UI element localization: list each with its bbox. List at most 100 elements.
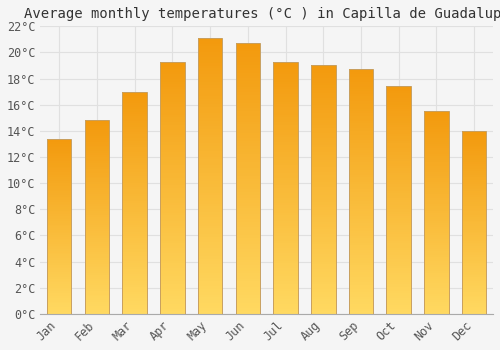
Bar: [386, 216, 411, 218]
Bar: [236, 238, 260, 241]
Title: Average monthly temperatures (°C ) in Capilla de Guadalupe: Average monthly temperatures (°C ) in Ca…: [24, 7, 500, 21]
Bar: [311, 199, 336, 202]
Bar: [348, 202, 374, 204]
Bar: [274, 110, 298, 112]
Bar: [348, 277, 374, 280]
Bar: [47, 284, 72, 286]
Bar: [462, 133, 486, 134]
Bar: [47, 219, 72, 221]
Bar: [311, 269, 336, 272]
Bar: [160, 74, 184, 77]
Bar: [198, 273, 222, 275]
Bar: [462, 290, 486, 292]
Bar: [274, 94, 298, 97]
Bar: [311, 150, 336, 153]
Bar: [424, 292, 448, 294]
Bar: [160, 69, 184, 72]
Bar: [84, 252, 109, 254]
Bar: [462, 239, 486, 241]
Bar: [160, 158, 184, 160]
Bar: [122, 161, 147, 163]
Bar: [236, 230, 260, 233]
Bar: [274, 205, 298, 208]
Bar: [122, 292, 147, 294]
Bar: [84, 142, 109, 143]
Bar: [274, 286, 298, 289]
Bar: [160, 190, 184, 193]
Bar: [236, 76, 260, 78]
Bar: [311, 65, 336, 314]
Bar: [348, 187, 374, 189]
Bar: [236, 246, 260, 249]
Bar: [424, 235, 448, 237]
Bar: [462, 285, 486, 286]
Bar: [198, 49, 222, 52]
Bar: [198, 124, 222, 126]
Bar: [462, 272, 486, 274]
Bar: [160, 62, 184, 64]
Bar: [160, 200, 184, 203]
Bar: [386, 173, 411, 175]
Bar: [160, 261, 184, 264]
Bar: [462, 153, 486, 155]
Bar: [236, 111, 260, 114]
Bar: [462, 266, 486, 268]
Bar: [236, 227, 260, 230]
Bar: [122, 234, 147, 236]
Bar: [122, 187, 147, 189]
Bar: [236, 292, 260, 295]
Bar: [198, 46, 222, 49]
Bar: [198, 300, 222, 303]
Bar: [84, 140, 109, 142]
Bar: [236, 116, 260, 119]
Bar: [462, 167, 486, 169]
Bar: [236, 54, 260, 57]
Bar: [311, 158, 336, 160]
Bar: [236, 184, 260, 187]
Bar: [84, 167, 109, 169]
Bar: [311, 294, 336, 296]
Bar: [424, 251, 448, 253]
Bar: [311, 103, 336, 105]
Bar: [311, 125, 336, 128]
Bar: [462, 307, 486, 308]
Bar: [236, 208, 260, 211]
Bar: [274, 289, 298, 291]
Bar: [386, 123, 411, 125]
Bar: [198, 248, 222, 251]
Bar: [122, 141, 147, 143]
Bar: [386, 116, 411, 118]
Bar: [311, 259, 336, 262]
Bar: [198, 99, 222, 101]
Bar: [47, 142, 72, 144]
Bar: [274, 117, 298, 120]
Bar: [160, 218, 184, 220]
Bar: [47, 274, 72, 275]
Bar: [274, 147, 298, 150]
Bar: [462, 261, 486, 262]
Bar: [198, 93, 222, 96]
Bar: [122, 127, 147, 130]
Bar: [47, 226, 72, 228]
Bar: [462, 248, 486, 250]
Bar: [198, 198, 222, 201]
Bar: [84, 128, 109, 130]
Bar: [84, 153, 109, 155]
Bar: [462, 136, 486, 138]
Bar: [348, 113, 374, 116]
Bar: [122, 270, 147, 272]
Bar: [160, 253, 184, 256]
Bar: [462, 197, 486, 198]
Bar: [122, 245, 147, 247]
Bar: [84, 233, 109, 234]
Bar: [160, 132, 184, 135]
Bar: [348, 74, 374, 77]
Bar: [47, 146, 72, 147]
Bar: [424, 259, 448, 261]
Bar: [386, 86, 411, 89]
Bar: [198, 253, 222, 256]
Bar: [198, 179, 222, 182]
Bar: [311, 138, 336, 140]
Bar: [462, 131, 486, 314]
Bar: [84, 312, 109, 314]
